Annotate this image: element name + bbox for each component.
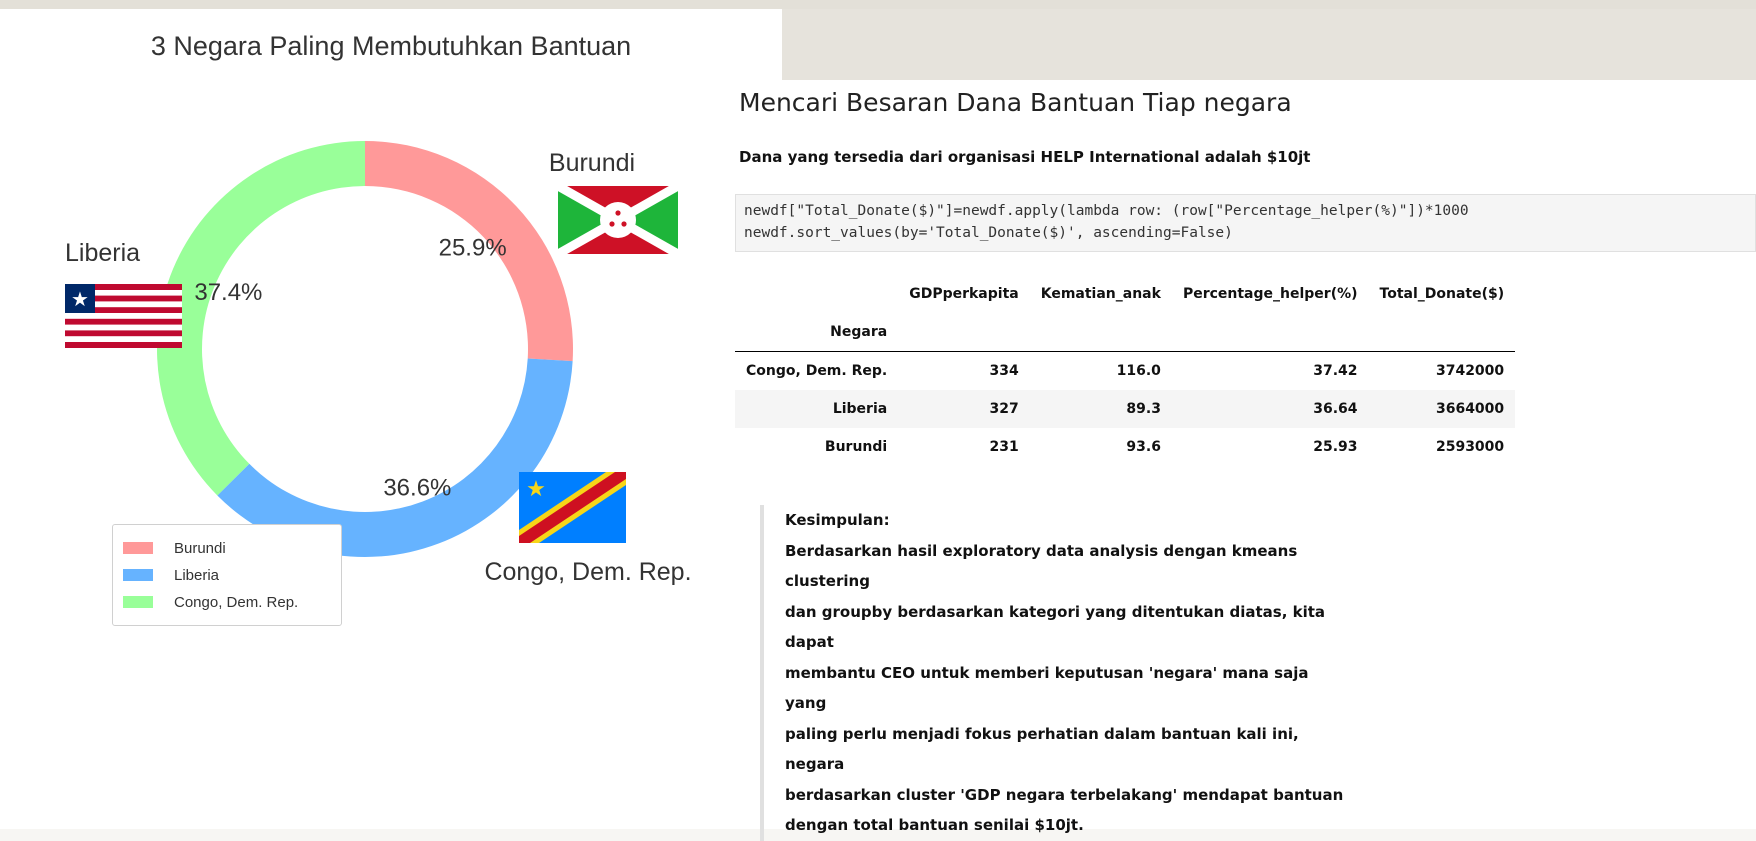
empty-cell	[1172, 313, 1369, 352]
table-cell: 327	[989, 401, 1019, 417]
notebook-heading: Mencari Besaran Dana Bantuan Tiap negara	[739, 88, 1292, 117]
legend-item-congo: Congo, Dem. Rep.	[123, 592, 298, 612]
conclusion-block: Kesimpulan: Berdasarkan hasil explorator…	[760, 505, 1345, 841]
legend-swatch-congo	[123, 596, 153, 608]
empty-cell	[1030, 313, 1172, 352]
row-index: Liberia	[832, 401, 888, 417]
table-cell: 116.0	[1116, 363, 1161, 379]
conclusion-line: paling perlu menjadi fokus perhatian dal…	[785, 724, 1299, 774]
row-index: Congo, Dem. Rep.	[746, 363, 888, 379]
table-row: Congo, Dem. Rep. 334 116.0 37.42 3742000	[735, 351, 1516, 390]
slice-percent-congo: 37.4%	[194, 279, 262, 306]
code-line-1: newdf["Total_Donate($)"]=newdf.apply(lam…	[744, 203, 1469, 219]
legend-swatch-burundi	[123, 542, 153, 554]
empty-cell	[1369, 313, 1516, 352]
slice-name-congo: Congo, Dem. Rep.	[484, 558, 691, 586]
code-line-2: newdf.sort_values(by='Total_Donate($)', …	[744, 225, 1233, 241]
table-corner	[735, 275, 898, 313]
legend-swatch-liberia	[123, 569, 153, 581]
conclusion-line: dengan total bantuan senilai $10jt.	[785, 816, 1084, 834]
donut-slice-liberia	[217, 358, 573, 557]
donut-chart: 25.9% 36.6% 37.4% Burundi Liberia Congo, D…	[65, 141, 692, 586]
table-cell: 231	[989, 439, 1019, 455]
table-cell: 36.64	[1313, 401, 1358, 417]
table-row: Burundi 231 93.6 25.93 2593000	[735, 428, 1516, 466]
table-cell: 37.42	[1313, 363, 1358, 379]
table-cell: 3742000	[1435, 363, 1505, 379]
table-cell: 3664000	[1435, 401, 1505, 417]
chart-legend: Burundi Liberia Congo, Dem. Rep.	[112, 524, 342, 626]
column-header: Kematian_anak	[1040, 286, 1161, 302]
table-cell: 334	[989, 363, 1019, 379]
column-header: GDPperkapita	[909, 286, 1019, 302]
table-header-row: GDPperkapita Kematian_anak Percentage_he…	[735, 275, 1515, 313]
slice-name-liberia: Liberia	[65, 239, 140, 267]
svg-text:★: ★	[526, 477, 546, 502]
legend-label-liberia: Liberia	[174, 566, 220, 584]
conclusion-line: membantu CEO untuk memberi keputusan 'ne…	[785, 663, 1309, 713]
dataframe-table: GDPperkapita Kematian_anak Percentage_he…	[735, 275, 1516, 466]
donut-chart-panel: 3 Negara Paling Membutuhkan Bantuan 25.9…	[0, 9, 782, 829]
code-cell[interactable]: newdf["Total_Donate($)"]=newdf.apply(lam…	[735, 194, 1756, 252]
column-header: Percentage_helper(%)	[1182, 286, 1358, 302]
donut-slice-burundi	[365, 141, 573, 362]
legend-item-burundi: Burundi	[123, 538, 226, 558]
empty-cell	[898, 313, 1030, 352]
legend-label-congo: Congo, Dem. Rep.	[174, 593, 299, 611]
table-cell: 25.93	[1313, 439, 1358, 455]
table-row: Liberia 327 89.3 36.64 3664000	[735, 390, 1516, 428]
table-cell: 2593000	[1435, 439, 1505, 455]
table-index-name-row: Negara	[735, 313, 1516, 352]
burundi-flag-icon	[558, 186, 678, 254]
background-strip	[0, 0, 1756, 9]
conclusion-title: Kesimpulan:	[785, 511, 890, 529]
legend-label-burundi: Burundi	[174, 539, 226, 557]
slice-percent-liberia: 36.6%	[383, 474, 451, 501]
legend-item-liberia: Liberia	[123, 565, 219, 585]
conclusion-line: berdasarkan cluster 'GDP negara terbelak…	[785, 785, 1344, 804]
donut-slice-congo	[157, 141, 365, 496]
table-cell: 89.3	[1126, 401, 1161, 417]
index-name: Negara	[830, 324, 888, 340]
table-cell: 93.6	[1126, 439, 1161, 455]
chart-title: 3 Negara Paling Membutuhkan Bantuan	[150, 31, 632, 61]
liberia-flag-icon: ★	[65, 284, 182, 348]
notebook-subheading: Dana yang tersedia dari organisasi HELP …	[739, 148, 1311, 166]
slice-percent-burundi: 25.9%	[439, 234, 507, 261]
column-header: Total_Donate($)	[1379, 286, 1505, 302]
conclusion-line: dan groupby berdasarkan kategori yang di…	[785, 602, 1326, 652]
congo-flag-icon: ★	[519, 472, 626, 543]
row-index: Burundi	[824, 439, 888, 455]
slice-name-burundi: Burundi	[549, 149, 635, 177]
notebook-panel: Mencari Besaran Dana Bantuan Tiap negara…	[735, 80, 1756, 841]
conclusion-line: Berdasarkan hasil exploratory data analy…	[785, 541, 1298, 591]
svg-text:★: ★	[71, 287, 89, 311]
